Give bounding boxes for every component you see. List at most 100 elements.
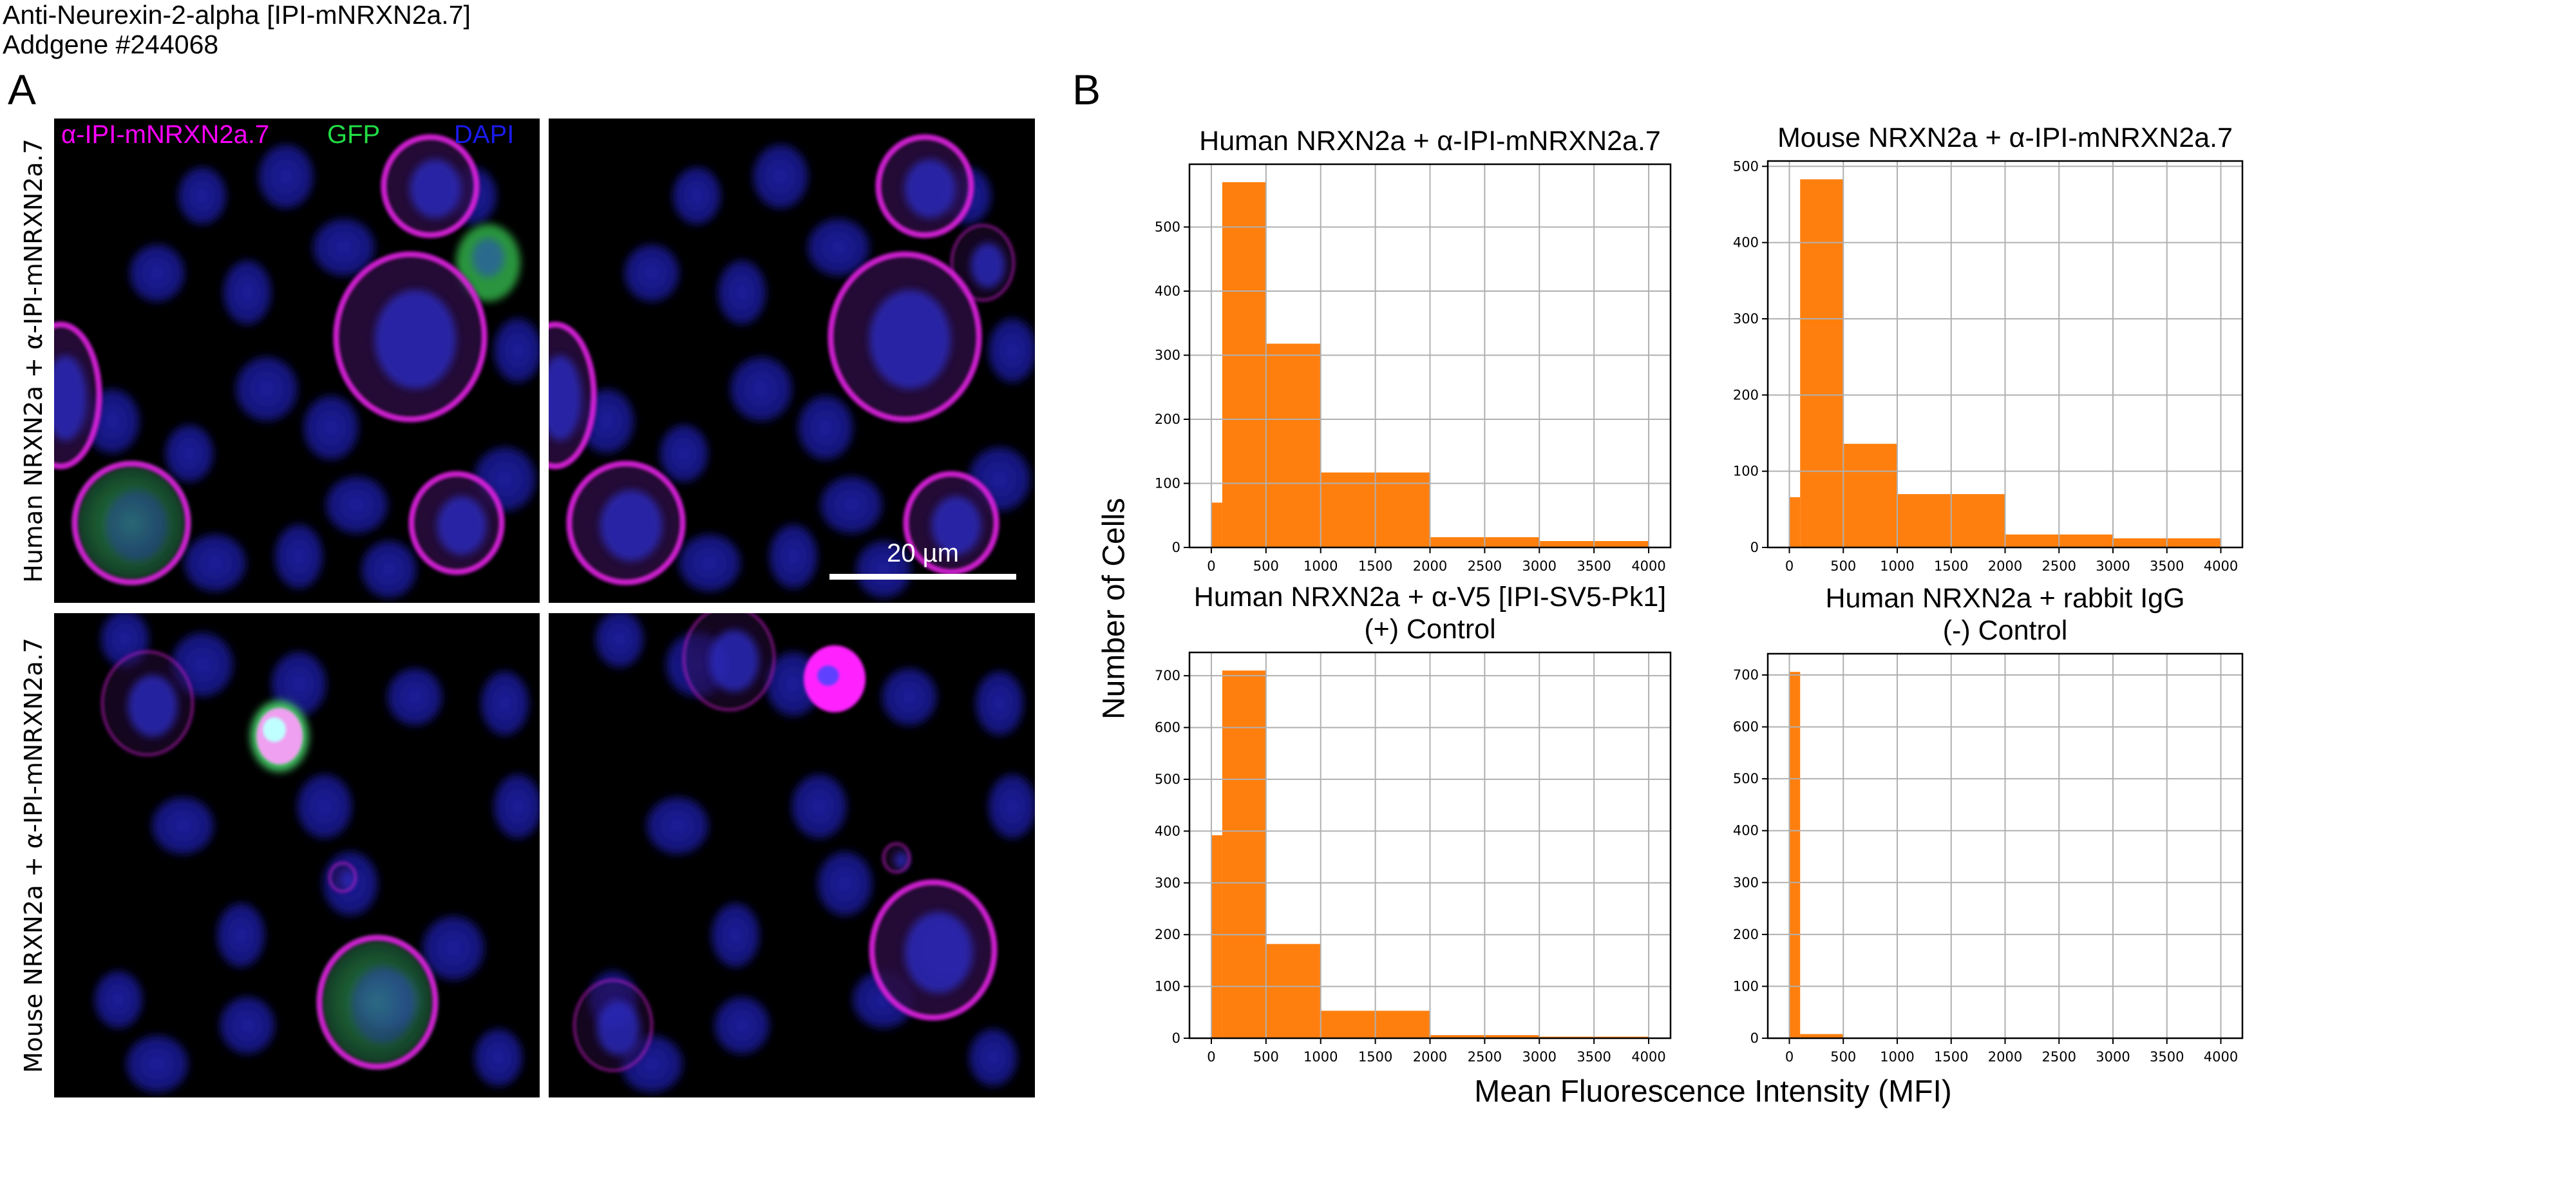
y-tick-label: 400 [1733, 823, 1759, 839]
x-tick-label: 500 [1830, 1049, 1856, 1065]
y-tick-label: 100 [1733, 978, 1759, 994]
nucleus [309, 215, 379, 280]
x-tick-label: 0 [1207, 1049, 1215, 1065]
nucleus [148, 793, 218, 858]
nucleus [478, 667, 532, 739]
x-tick-label: 2500 [2042, 558, 2076, 574]
y-tick-label: 700 [1155, 668, 1180, 683]
histogram-bar [1789, 672, 1801, 1038]
x-tick-label: 0 [1207, 558, 1215, 574]
histogram-bar [1265, 343, 1321, 547]
y-tick-label: 300 [1155, 348, 1180, 363]
nucleus [384, 665, 446, 729]
y-tick-label: 200 [1155, 412, 1180, 427]
histogram-bar [1789, 497, 1801, 547]
nucleus [711, 993, 773, 1058]
y-tick-label: 100 [1155, 979, 1180, 994]
nucleus [804, 215, 873, 280]
cell [408, 471, 505, 575]
nucleus [255, 140, 317, 213]
nucleus [853, 537, 914, 602]
x-tick-label: 1000 [1880, 558, 1914, 574]
nucleus [220, 256, 274, 328]
y-tick-label: 100 [1155, 476, 1180, 491]
nucleus [621, 241, 683, 305]
cell [950, 223, 1016, 302]
nucleus [216, 993, 278, 1058]
histogram-1: 0 500 1000 1500 2000 2500 3000 3500 4000 0 100 200 3… [1155, 126, 1672, 574]
x-tick-label: 500 [1830, 558, 1856, 574]
x-tick-label: 1000 [1303, 1049, 1338, 1065]
y-tick-label: 500 [1733, 158, 1759, 174]
histogram-bar [1211, 835, 1222, 1038]
nucleus [878, 665, 940, 729]
nucleus [766, 520, 820, 593]
nucleus [175, 164, 229, 228]
channel-label-antibody: α-IPI-mNRXN2a.7 [61, 120, 270, 149]
panel-b-label: B [1072, 66, 1101, 113]
nucleus [643, 793, 712, 858]
figure-subtitle: Addgene #244068 [3, 30, 219, 59]
micrograph-human-merge [54, 119, 540, 603]
y-tick-label: 200 [1733, 927, 1759, 942]
y-tick-label: 500 [1155, 220, 1180, 235]
nucleus [471, 1025, 526, 1090]
x-tick-label: 1500 [1358, 558, 1392, 574]
x-tick-label: 3000 [2096, 558, 2130, 574]
histogram-4: 0 500 1000 1500 2000 2500 3000 3500 4000 0 100 200 3… [1733, 583, 2244, 1065]
nucleus [972, 667, 1027, 739]
y-tick-label: 400 [1155, 823, 1180, 839]
histogram-bar [1265, 944, 1321, 1038]
histogram-bar [1843, 444, 1897, 547]
cell [54, 321, 102, 470]
x-tick-label: 2000 [1413, 1049, 1447, 1065]
x-tick-label: 4000 [2204, 1049, 2238, 1065]
y-tick-label: 200 [1733, 387, 1759, 403]
micrograph-image [54, 134, 540, 602]
histogram-2: 0 500 1000 1500 2000 2500 3000 3500 4000 0 100 200 3… [1733, 122, 2244, 574]
y-tick-label: 500 [1155, 772, 1180, 787]
y-tick-label: 0 [1750, 1030, 1759, 1046]
nucleus [358, 537, 420, 602]
nucleus [491, 314, 540, 386]
x-tick-label: 1500 [1358, 1049, 1392, 1065]
nucleus [726, 353, 796, 425]
chart-title: Human NRXN2a + α-IPI-mNRXN2a.7 [1199, 126, 1661, 157]
x-tick-label: 3000 [1522, 1049, 1557, 1065]
nucleus [708, 899, 762, 971]
x-tick-label: 4000 [2204, 558, 2238, 574]
y-tick-label: 400 [1155, 283, 1180, 299]
histogram-bar [1222, 182, 1266, 548]
x-tick-label: 3500 [2150, 1049, 2184, 1065]
y-tick-label: 300 [1155, 875, 1180, 891]
histogram-bar [1222, 670, 1266, 1038]
cell [882, 842, 911, 874]
chart-title: (-) Control [1943, 615, 2068, 646]
chart-title: Mouse NRXN2a + α-IPI-mNRXN2a.7 [1777, 122, 2233, 153]
cell [381, 134, 480, 238]
channel-label-dapi: DAPI [454, 120, 515, 149]
y-tick-label: 300 [1733, 311, 1759, 327]
nucleus [985, 314, 1035, 386]
x-tick-label: 3500 [1577, 558, 1611, 574]
nucleus [491, 770, 540, 842]
nucleus [966, 1025, 1020, 1090]
x-tick-label: 2000 [1413, 558, 1447, 574]
cell [903, 471, 999, 575]
channel-label-gfp: GFP [327, 120, 381, 149]
cell [316, 935, 439, 1070]
micrograph-image [91, 613, 540, 1096]
panel-a-label: A [8, 66, 37, 113]
x-tick-label: 2500 [1468, 1049, 1502, 1065]
micrograph-human-antibody [549, 119, 1035, 603]
nucleus [180, 531, 250, 595]
x-tick-label: 3000 [2096, 1049, 2130, 1065]
y-tick-label: 600 [1155, 720, 1180, 736]
nucleus [419, 912, 488, 984]
nucleus [300, 392, 362, 464]
chart-title: Human NRXN2a + rabbit IgG [1825, 583, 2184, 614]
y-tick-label: 100 [1733, 464, 1759, 479]
cell [71, 461, 191, 585]
nucleus [272, 520, 326, 593]
